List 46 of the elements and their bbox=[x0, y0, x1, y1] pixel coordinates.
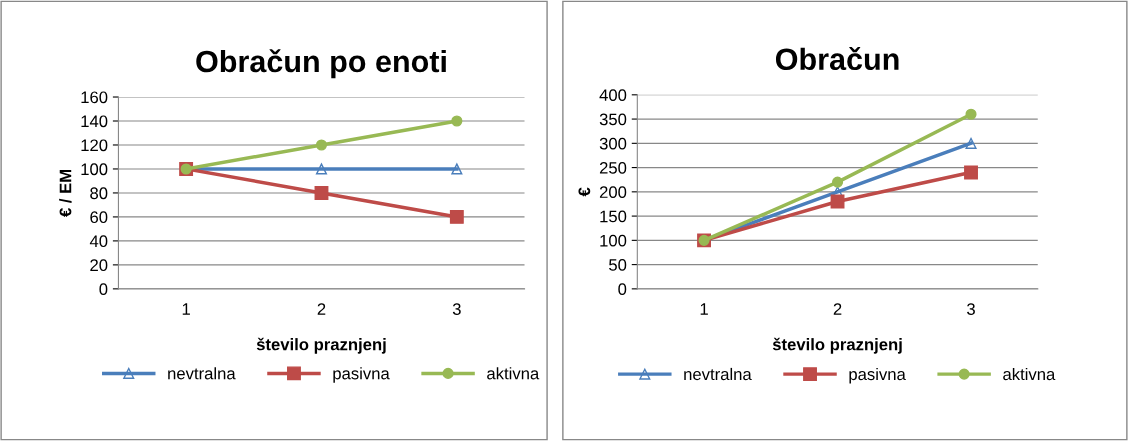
legend-label: aktivna bbox=[1003, 367, 1056, 381]
y-tick-label: 0 bbox=[618, 283, 627, 296]
x-tick-label: 3 bbox=[452, 303, 461, 315]
legend-label: nevtralna bbox=[684, 367, 752, 381]
chart-title: Obračun bbox=[775, 47, 899, 71]
y-tick-label: 40 bbox=[89, 235, 108, 248]
y-axis-title: € bbox=[578, 187, 591, 197]
x-tick-label: 1 bbox=[182, 303, 190, 315]
legend-label: aktivna bbox=[487, 367, 540, 380]
y-tick-label: 100 bbox=[600, 234, 627, 247]
point bbox=[315, 163, 328, 175]
point bbox=[964, 165, 978, 180]
x-tick-label: 2 bbox=[317, 303, 326, 315]
y-tick-label: 350 bbox=[599, 113, 627, 126]
legend-label: pasivna bbox=[849, 367, 906, 384]
y-tick-label: 150 bbox=[600, 210, 627, 223]
point bbox=[965, 108, 977, 120]
y-tick-label: 200 bbox=[599, 186, 627, 199]
y-axis-title: € / EM bbox=[59, 169, 72, 217]
y-tick-label: 100 bbox=[81, 163, 108, 176]
point bbox=[314, 185, 329, 200]
legend-label: nevtralna bbox=[168, 367, 236, 380]
y-tick-label: 300 bbox=[599, 137, 627, 150]
y-tick-label: 400 bbox=[599, 89, 627, 102]
point bbox=[451, 115, 463, 127]
y-tick-label: 160 bbox=[81, 91, 108, 104]
y-tick-label: 250 bbox=[599, 161, 627, 174]
point bbox=[449, 209, 464, 224]
chart-title: Obračun po enoti bbox=[196, 49, 446, 79]
y-tick-label: 140 bbox=[81, 115, 108, 128]
legend-label: pasivna bbox=[333, 367, 390, 383]
point bbox=[831, 176, 844, 188]
point bbox=[315, 139, 328, 151]
x-tick-label: 3 bbox=[967, 303, 975, 315]
point bbox=[451, 163, 463, 175]
y-tick-label: 60 bbox=[90, 211, 108, 224]
x-axis-title: število praznjenj bbox=[256, 337, 386, 354]
x-axis-title: število praznjenj bbox=[772, 337, 902, 354]
x-tick-label: 1 bbox=[700, 303, 708, 315]
y-tick-label: 80 bbox=[90, 187, 108, 200]
point bbox=[965, 137, 977, 149]
y-tick-label: 120 bbox=[81, 139, 108, 152]
y-tick-label: 50 bbox=[609, 259, 627, 271]
y-tick-label: 0 bbox=[99, 283, 108, 296]
y-tick-label: 20 bbox=[90, 259, 108, 272]
x-tick-label: 2 bbox=[833, 303, 842, 315]
